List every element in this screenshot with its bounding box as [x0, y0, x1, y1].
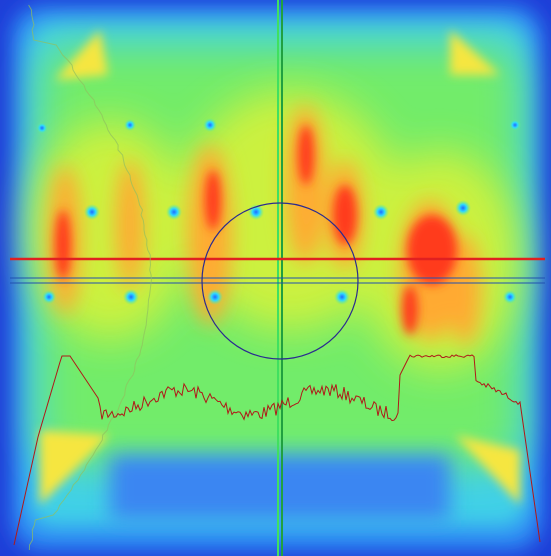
- horizontal-profile: [13, 354, 541, 546]
- heatmap: [12, 6, 542, 550]
- crosshair: [10, 0, 545, 556]
- vertical-profile: [28, 4, 152, 551]
